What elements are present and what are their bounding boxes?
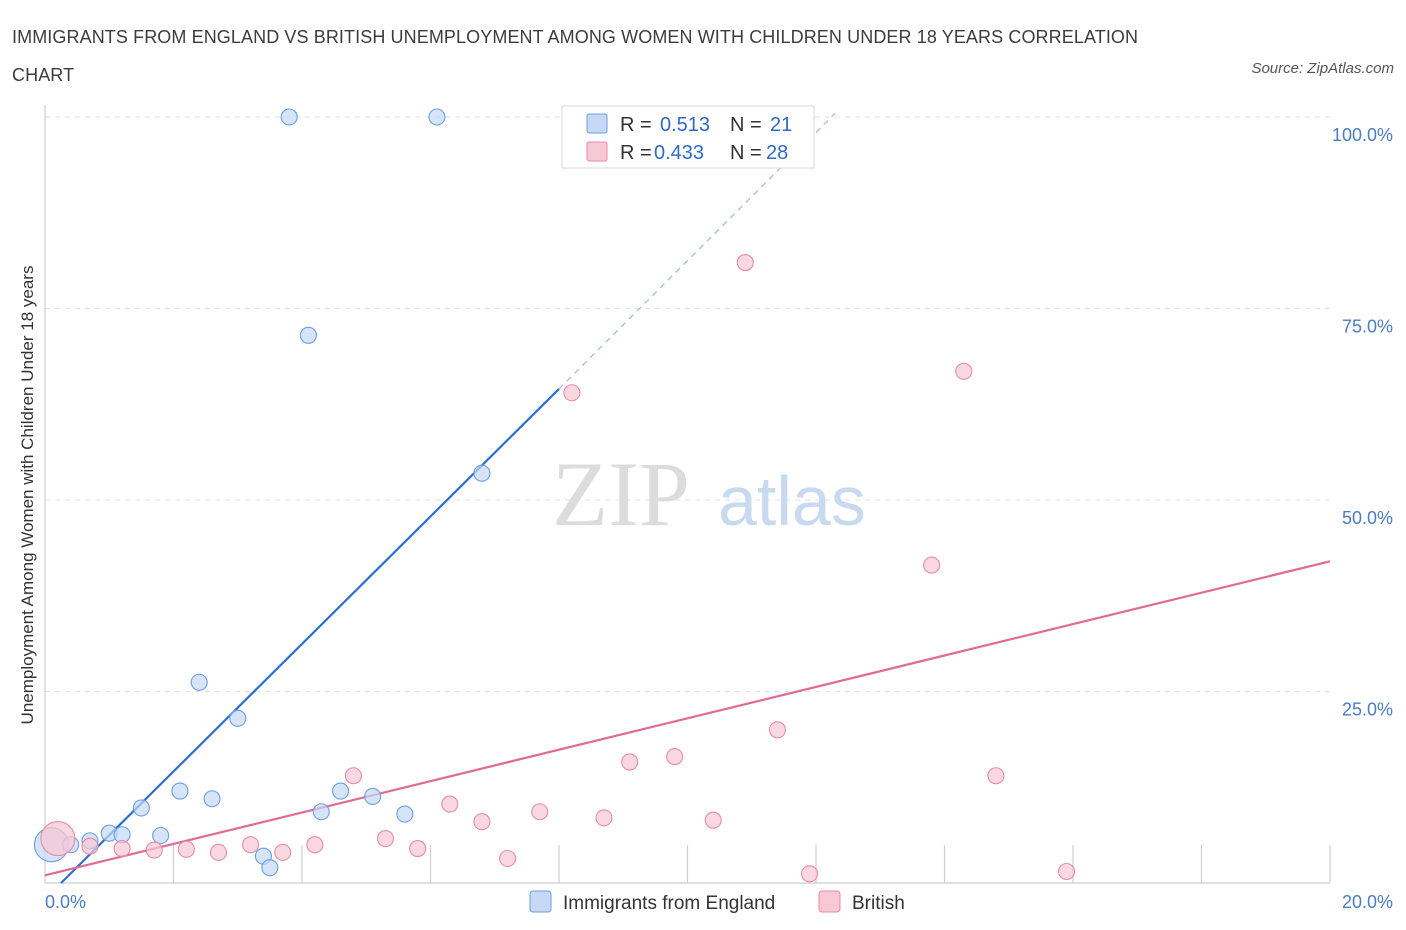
chart-title: IMMIGRANTS FROM ENGLAND VS BRITISH UNEMP… [12,27,1139,85]
point-england-13 [280,108,298,126]
watermark-atlas: atlas [718,462,866,540]
y-tick-label-3: 100.0% [1332,125,1393,145]
series-legend: Immigrants from England British [529,890,905,914]
x-tick-label-min: 0.0% [45,892,86,912]
point-england-7 [171,782,189,800]
legend-r-value-england: 0.513 [660,114,710,136]
data-points [33,108,1076,883]
point-british-12 [441,795,459,813]
bottom-legend-label-british: British [852,893,905,914]
point-british-10 [376,830,395,848]
point-british-7 [274,843,292,861]
source-label: Source: ZipAtlas.com [1251,60,1394,77]
y-tick-label-1: 50.0% [1342,508,1393,528]
point-british-9 [344,767,362,785]
point-england-15 [312,803,330,821]
point-british-19 [666,748,684,766]
legend-n-value-british: 28 [766,142,788,164]
point-british-5 [209,843,228,861]
legend-n-value-england: 21 [770,114,792,136]
point-british-0 [40,821,76,857]
legend-swatch-england [586,113,608,134]
point-england-18 [396,805,414,823]
point-british-27 [1058,862,1076,881]
point-british-18 [621,753,639,771]
point-british-14 [499,849,517,868]
x-ticks [172,845,1331,883]
bottom-legend-swatch-england [529,890,552,913]
point-british-25 [955,362,973,380]
point-england-12 [261,859,279,877]
point-british-20 [704,811,722,829]
point-england-6 [152,826,170,845]
watermark-zip: ZIP [552,443,690,545]
point-england-20 [473,464,491,482]
point-british-17 [595,809,613,827]
point-british-11 [409,839,427,858]
legend-r-label-british: R = [620,142,652,164]
point-england-14 [299,326,317,344]
bottom-legend-swatch-british [818,890,841,913]
trend-line-1 [44,560,1331,877]
legend-r-label-england: R = [620,114,652,136]
gridlines [45,116,1330,692]
point-england-5 [132,799,150,817]
point-england-10 [229,709,247,727]
bottom-legend-label-england: Immigrants from England [563,893,775,914]
legend-swatch-british [586,141,608,162]
point-british-24 [923,556,941,574]
point-england-19 [428,108,446,126]
y-tick-label-0: 25.0% [1342,700,1393,720]
point-england-16 [331,782,350,800]
point-england-8 [190,673,208,691]
point-british-15 [531,803,549,821]
legend-n-label-british: N = [730,142,762,164]
point-british-22 [768,721,787,739]
point-british-8 [306,836,324,854]
point-british-21 [736,253,754,272]
point-british-26 [987,767,1005,785]
point-british-2 [113,839,131,858]
y-tick-label-2: 75.0% [1342,317,1393,337]
legend-n-label-england: N = [730,114,762,136]
point-england-17 [364,787,382,805]
y-axis-label: Unemployment Among Women with Children U… [18,266,37,725]
point-british-1 [81,837,99,855]
point-british-3 [145,841,163,859]
point-british-16 [563,384,581,402]
x-tick-label-max: 20.0% [1342,892,1393,912]
point-british-23 [801,865,819,883]
point-england-9 [203,790,221,808]
correlation-legend: R = 0.513 N = 21 R = 0.433 N = 28 [561,105,815,169]
point-british-13 [473,813,491,831]
point-british-4 [177,840,195,858]
y-tick-labels: 25.0% 50.0% 75.0% 100.0% [1332,125,1393,720]
point-british-6 [242,836,260,854]
legend-r-value-british: 0.433 [654,142,704,164]
